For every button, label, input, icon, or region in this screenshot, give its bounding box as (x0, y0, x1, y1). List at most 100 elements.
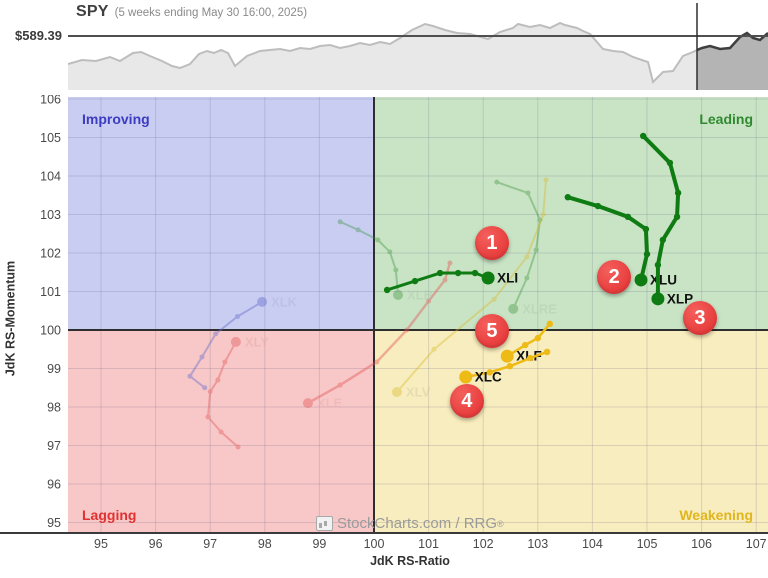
y-tick-102: 102 (40, 247, 61, 261)
series-XLRE-tail-dot (494, 179, 500, 185)
series-XLI[interactable]: XLI (383, 269, 518, 294)
series-XLC-tail-dot (526, 354, 534, 362)
series-XLU-tail-dot (564, 193, 572, 201)
series-XLV-tail-dot (543, 177, 549, 183)
series-XLB-label: XLB (407, 287, 433, 302)
series-XLC[interactable]: XLC (459, 348, 551, 385)
price-area-highlight (697, 33, 768, 90)
series-XLY[interactable]: XLY (205, 334, 270, 450)
symbol-label: SPY (76, 3, 109, 20)
x-tick-96: 96 (149, 537, 163, 551)
series-XLRE-label: XLRE (522, 301, 557, 316)
annotation-badge-3[interactable]: 3 (682, 301, 717, 336)
series-XLRE[interactable]: XLRE (494, 179, 557, 317)
series-XLI-tail-dot (383, 286, 391, 294)
series-XLV-tail[interactable] (395, 178, 547, 393)
series-XLV-tail-dot (431, 346, 437, 352)
annotation-badge-4[interactable]: 4 (449, 383, 484, 418)
quadrant-label-lagging: Lagging (82, 507, 137, 523)
series-XLB-tail-dot (387, 249, 393, 255)
series-XLU-tail-dot (624, 213, 632, 221)
series-XLI-tail-dot (411, 277, 419, 285)
series-XLK-tail-dot (213, 331, 219, 337)
series-XLP[interactable]: XLP (639, 132, 693, 307)
series-XLV-tail-dot (540, 212, 546, 217)
series-XLY-head[interactable] (230, 336, 241, 347)
y-tick-95: 95 (47, 516, 61, 530)
series-XLE-tail[interactable] (306, 261, 452, 405)
series-XLP-tail-dot (659, 236, 667, 244)
quadrant-improving (68, 97, 374, 330)
series-XLP-tail-dot (654, 261, 662, 269)
series-XLK-label: XLK (271, 294, 298, 309)
x-tick-99: 99 (312, 537, 326, 551)
series-XLE-label: XLE (317, 396, 343, 411)
series-XLV[interactable]: XLV (391, 177, 549, 399)
series-XLY-tail-dot (205, 414, 211, 420)
series-XLY-label: XLY (245, 334, 269, 349)
series-XLP-tail-dot (639, 132, 647, 140)
registered-mark: ® (497, 518, 504, 529)
series-XLU-tail-dot (642, 225, 650, 233)
series-XLP-tail-dot (673, 213, 681, 221)
quadrant-label-weakening: Weakening (679, 507, 753, 523)
series-XLE-tail-dot (426, 298, 432, 304)
y-tick-104: 104 (40, 170, 61, 184)
series-XLK-tail-dot (187, 373, 193, 379)
series-XLC-head[interactable] (459, 370, 473, 384)
x-tick-105: 105 (637, 537, 658, 551)
quadrant-label-leading: Leading (699, 111, 753, 127)
annotation-badge-1[interactable]: 1 (474, 226, 509, 261)
series-XLK[interactable]: XLK (187, 294, 298, 391)
series-XLF-tail-dot (522, 341, 529, 349)
stockcharts-logo-icon (316, 516, 333, 531)
series-XLF-head[interactable] (500, 349, 514, 363)
series-XLF-tail[interactable] (505, 322, 552, 358)
series-XLY-tail[interactable] (207, 340, 240, 449)
series-XLI-tail-dot (471, 269, 479, 277)
y-tick-101: 101 (40, 285, 61, 299)
series-XLV-label: XLV (406, 384, 431, 399)
series-XLU-head[interactable] (634, 273, 648, 287)
price-line (68, 21, 768, 84)
series-XLV-head[interactable] (391, 386, 402, 397)
series-XLU-tail[interactable] (565, 195, 649, 282)
y-tick-100: 100 (40, 324, 61, 338)
series-XLK-tail[interactable] (188, 300, 264, 389)
series-XLE-head[interactable] (302, 398, 313, 409)
x-axis-title: JdK RS-Ratio (370, 554, 450, 568)
series-XLY-tail-dot (222, 359, 228, 365)
series-XLY-tail-dot (207, 389, 213, 395)
annotation-badge-5[interactable]: 5 (474, 314, 509, 349)
x-tick-97: 97 (203, 537, 217, 551)
series-XLB-tail-dot (355, 227, 361, 233)
series-XLI-tail-dot (436, 269, 444, 277)
x-tick-106: 106 (691, 537, 712, 551)
series-XLU-label: XLU (650, 272, 677, 287)
series-XLY-tail-dot (215, 377, 221, 383)
x-tick-95: 95 (94, 537, 108, 551)
annotation-badge-2[interactable]: 2 (597, 259, 632, 294)
series-XLE[interactable]: XLE (302, 260, 453, 411)
series-XLRE-head[interactable] (508, 303, 519, 314)
series-XLI-label: XLI (497, 271, 518, 286)
quadrant-label-improving: Improving (82, 111, 150, 127)
quadrant-weakening (374, 330, 768, 533)
series-XLB-tail-dot (393, 267, 399, 273)
series-XLV-tail-dot (491, 296, 497, 302)
series-XLP-head[interactable] (651, 292, 665, 306)
y-tick-103: 103 (40, 208, 61, 222)
series-XLK-head[interactable] (257, 296, 268, 307)
x-tick-102: 102 (473, 537, 494, 551)
series-XLP-tail-dot (674, 189, 682, 197)
series-XLB[interactable]: XLB (337, 219, 433, 302)
series-XLE-tail-dot (337, 382, 343, 388)
series-XLY-tail-dot (218, 429, 224, 435)
series-XLF-tail-dot (534, 334, 541, 342)
series-XLRE-tail[interactable] (495, 181, 541, 310)
series-XLU-tail-dot (594, 202, 602, 210)
series-XLI-head[interactable] (481, 271, 495, 285)
series-XLB-tail[interactable] (339, 220, 400, 296)
x-tick-100: 100 (364, 537, 385, 551)
series-XLB-head[interactable] (393, 289, 404, 300)
